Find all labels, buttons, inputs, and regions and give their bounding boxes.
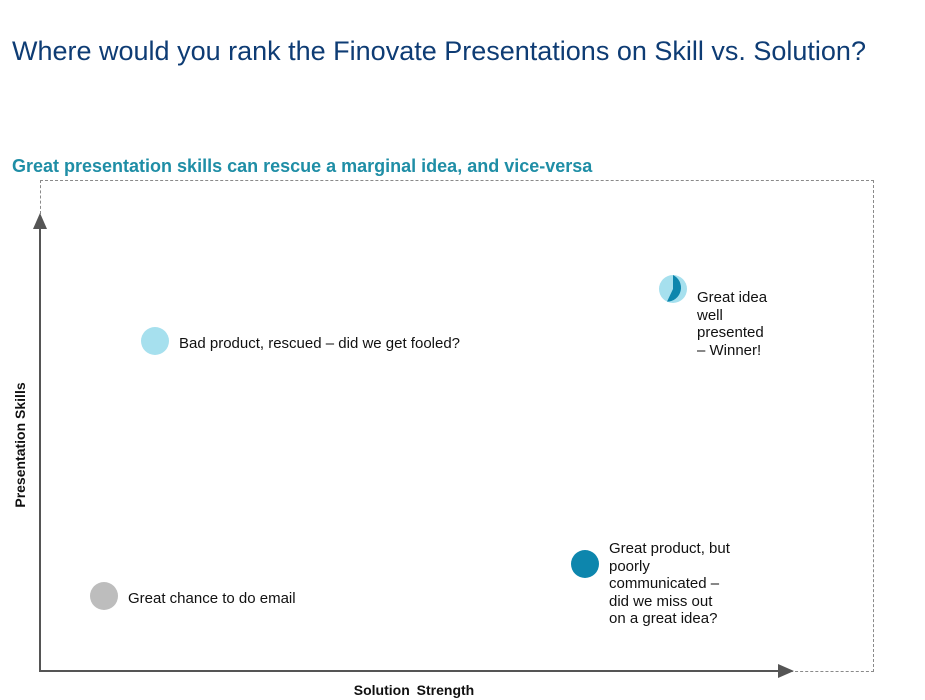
x-axis-arrowhead (778, 664, 794, 678)
quadrant-label-top-left: Bad product, rescued – did we get fooled… (179, 335, 460, 353)
label-line: well (697, 306, 723, 324)
quadrant-label-bottom-left: Great chance to do email (128, 590, 296, 608)
label-line: Great product, but (609, 540, 730, 557)
label-line: Bad product, rescued – did we get fooled… (179, 335, 461, 352)
label-line: Great idea (697, 289, 768, 306)
page-title: Where would you rank the Finovate Presen… (12, 36, 866, 66)
y-axis-arrowhead (33, 213, 47, 229)
label-line: presented (697, 324, 764, 341)
light-blue-dot (141, 327, 169, 355)
dark-blue-dot (571, 550, 599, 578)
dashed-frame-bottom-segment (790, 671, 874, 672)
gray-dot (90, 582, 118, 610)
y-axis-label: Presentation Skills (12, 382, 28, 508)
quadrant-label-top-right: Great idea well presented – Winner! (697, 289, 767, 359)
label-line: on a great idea? (609, 610, 718, 627)
dashed-frame-left-segment (40, 180, 41, 214)
label-line: communicated – (609, 575, 720, 592)
label-line: – Winner! (697, 341, 762, 359)
dashed-frame (40, 180, 874, 672)
quadrant-label-bottom-right: Great product, but poorly communicated –… (609, 540, 730, 628)
x-axis-label: Solution Strength (353, 682, 475, 698)
half-light-half-dark-dot (659, 275, 687, 303)
page-subtitle: Great presentation skills can rescue a m… (12, 156, 593, 176)
label-line: poorly (609, 557, 650, 575)
label-line: did we miss out (609, 592, 713, 610)
label-line: Great chance to do email (128, 590, 296, 607)
